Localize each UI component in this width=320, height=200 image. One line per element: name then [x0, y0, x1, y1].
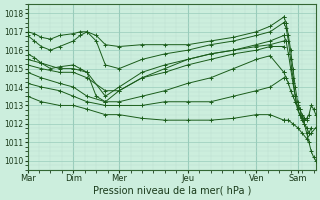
X-axis label: Pression niveau de la mer( hPa ): Pression niveau de la mer( hPa ) — [92, 186, 251, 196]
